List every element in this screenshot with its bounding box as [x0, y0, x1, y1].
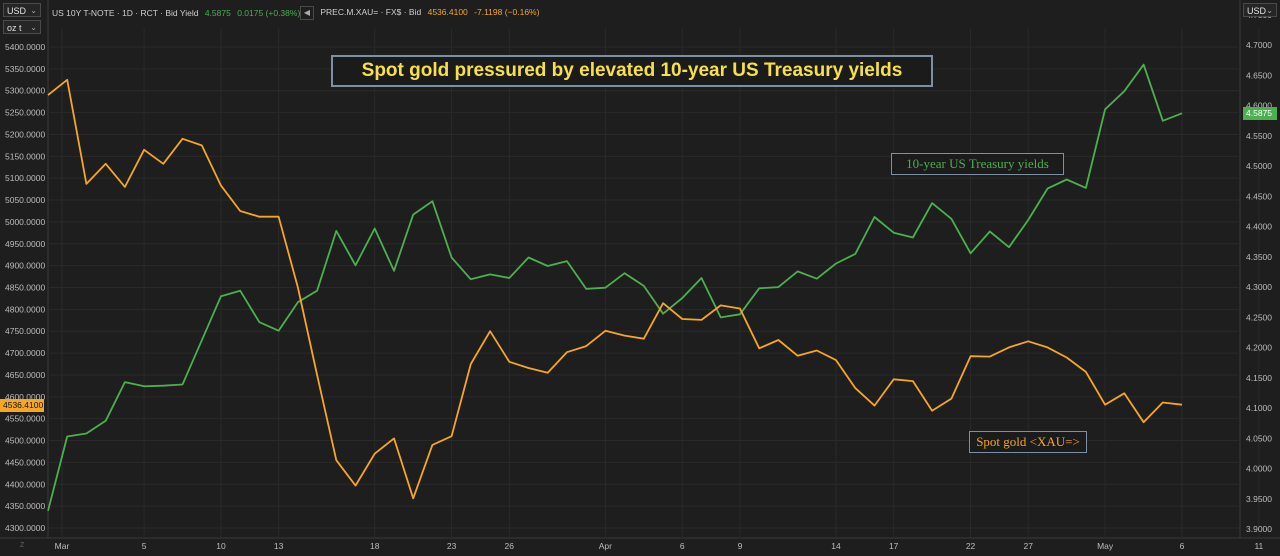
x-tick-label: 9 — [738, 541, 743, 551]
legend-yield-name: US 10Y T-NOTE · 1D · RCT · Bid Yield — [52, 8, 199, 18]
left-tick-label: 5350.0000 — [5, 64, 45, 74]
left-tick-label: 4600.0000 — [5, 392, 45, 402]
left-tick-label: 5300.0000 — [5, 86, 45, 96]
x-tick-label: 26 — [505, 541, 515, 551]
x-tick-label: 11 — [1254, 541, 1263, 551]
x-tick-label: 17 — [889, 541, 899, 551]
right-currency-label: USD — [1247, 6, 1267, 16]
left-tick-label: 4350.0000 — [5, 501, 45, 511]
series-lines — [47, 63, 1183, 512]
left-axis: 5400.0000 5350.0000 5300.0000 5250.0000 5200… — [5, 42, 45, 533]
x-tick-label: Mar — [55, 541, 70, 551]
left-tick-label: 4550.0000 — [5, 414, 45, 424]
x-tick-label: 14 — [831, 541, 841, 551]
right-tick-label: 4.4500 — [1246, 191, 1272, 201]
right-tick-label: 4.6500 — [1246, 70, 1272, 80]
right-tick-label: 4.1000 — [1246, 403, 1272, 413]
left-tick-label: 4850.0000 — [5, 283, 45, 293]
yield-series-line — [47, 63, 1183, 512]
right-tick-label: 3.9000 — [1246, 524, 1272, 534]
chart-title: Spot gold pressured by elevated 10-year … — [331, 55, 933, 87]
x-tick-label: 6 — [1180, 541, 1185, 551]
left-tick-label: 5100.0000 — [5, 173, 45, 183]
right-tick-label: 4.2000 — [1246, 343, 1272, 353]
x-tick-label: May — [1097, 541, 1114, 551]
yield-last-price-tag: 4.5875 — [1243, 107, 1277, 121]
left-tick-label: 5150.0000 — [5, 151, 45, 161]
right-tick-label: 4.4000 — [1246, 222, 1272, 232]
right-tick-label: 4.0000 — [1246, 464, 1272, 474]
right-tick-label: 4.6000 — [1246, 101, 1272, 111]
right-tick-label: 4.2500 — [1246, 312, 1272, 322]
x-tick-label: 23 — [447, 541, 457, 551]
left-unit-label: oz t — [7, 23, 22, 33]
left-tick-label: 5200.0000 — [5, 129, 45, 139]
x-tick-label: 27 — [1024, 541, 1034, 551]
left-tick-label: 4950.0000 — [5, 239, 45, 249]
right-tick-label: 4.5500 — [1246, 131, 1272, 141]
gold-last-price-tag: 4536.4100 — [0, 398, 44, 412]
x-tick-label: 22 — [966, 541, 976, 551]
back-arrow-icon[interactable]: ◀ — [300, 6, 314, 20]
left-tick-label: 5000.0000 — [5, 217, 45, 227]
right-tick-label: 4.3000 — [1246, 282, 1272, 292]
zoom-reset-button[interactable]: Z — [20, 542, 25, 549]
left-tick-label: 4300.0000 — [5, 523, 45, 533]
yield-series-label: 10-year US Treasury yields — [891, 153, 1064, 175]
right-tick-label: 4.0500 — [1246, 433, 1272, 443]
right-currency-select[interactable]: USD ⌄ — [1243, 3, 1277, 17]
left-tick-label: 4450.0000 — [5, 457, 45, 467]
x-axis: Mar51013182326Apr6914172227May611141922 — [55, 541, 1264, 551]
right-tick-label: 4.5000 — [1246, 161, 1272, 171]
legend-yield[interactable]: US 10Y T-NOTE · 1D · RCT · Bid Yield 4.5… — [52, 8, 304, 18]
right-tick-label: 4.7000 — [1246, 40, 1272, 50]
gold-series-label: Spot gold <XAU=> — [969, 431, 1087, 453]
left-currency-select[interactable]: USD ⌄ — [3, 3, 41, 17]
left-tick-label: 4400.0000 — [5, 479, 45, 489]
left-unit-select[interactable]: oz t ⌄ — [3, 20, 41, 34]
left-tick-label: 4800.0000 — [5, 304, 45, 314]
legend-gold[interactable]: ◀ PREC.M.XAU= · FX$ · Bid 4536.4100 -7.1… — [300, 6, 543, 20]
x-tick-label: 6 — [680, 541, 685, 551]
x-tick-label: 13 — [274, 541, 284, 551]
x-tick-label: Apr — [599, 541, 612, 551]
chevron-down-icon: ⌄ — [30, 23, 37, 32]
left-tick-label: 4750.0000 — [5, 326, 45, 336]
gold-series-line — [47, 78, 1183, 500]
left-tick-label: 5050.0000 — [5, 195, 45, 205]
x-tick-label: 5 — [142, 541, 147, 551]
left-tick-label: 5250.0000 — [5, 108, 45, 118]
left-tick-label: 5400.0000 — [5, 42, 45, 52]
legend-gold-name: PREC.M.XAU= · FX$ · Bid — [320, 7, 422, 18]
legend-gold-change: -7.1198 (−0.16%) — [474, 7, 540, 18]
left-tick-label: 4500.0000 — [5, 436, 45, 446]
chevron-down-icon: ⌄ — [1266, 6, 1273, 15]
right-tick-label: 4.1500 — [1246, 373, 1272, 383]
chevron-down-icon: ⌄ — [30, 6, 37, 15]
legend-yield-value: 4.5875 — [204, 8, 231, 18]
left-tick-label: 4900.0000 — [5, 261, 45, 271]
x-tick-label: 18 — [370, 541, 380, 551]
left-tick-label: 4700.0000 — [5, 348, 45, 358]
left-tick-label: 4650.0000 — [5, 370, 45, 380]
legend-yield-change: 0.0175 (+0.38%) — [237, 8, 301, 18]
x-tick-label: 10 — [216, 541, 226, 551]
right-tick-label: 3.9500 — [1246, 494, 1272, 504]
legend-gold-value: 4536.4100 — [427, 7, 468, 18]
left-currency-label: USD — [7, 6, 27, 16]
right-tick-label: 4.3500 — [1246, 252, 1272, 262]
